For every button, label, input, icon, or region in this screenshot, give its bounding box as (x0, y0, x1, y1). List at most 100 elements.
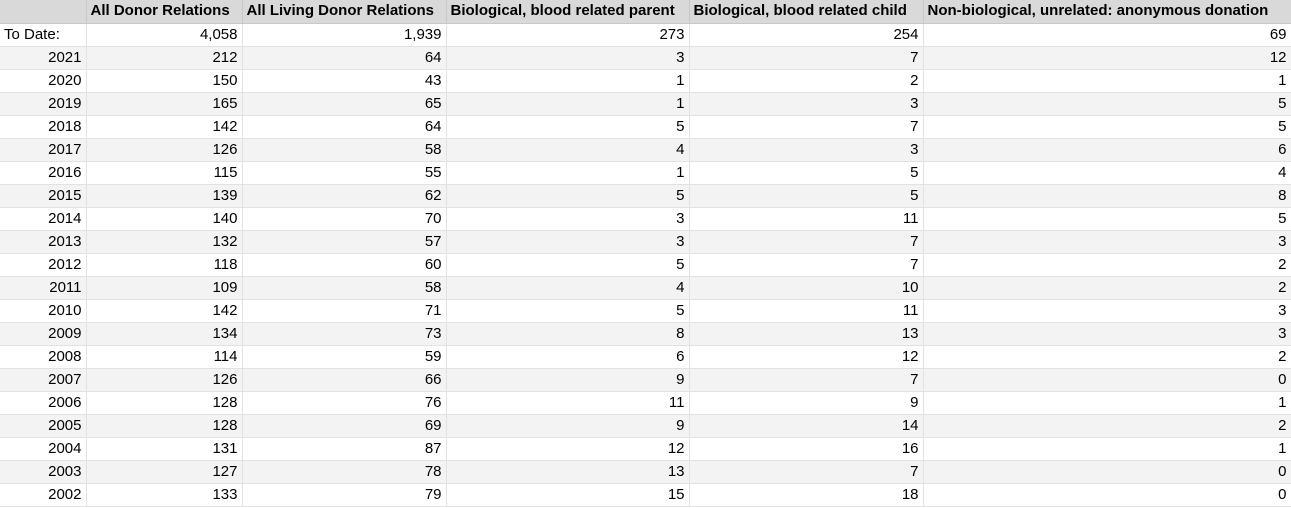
row-label-cell[interactable]: 2013 (0, 230, 87, 254)
value-cell[interactable]: 4 (446, 276, 690, 300)
value-cell[interactable]: 3 (446, 46, 690, 70)
row-label-cell[interactable]: 2004 (0, 437, 87, 461)
value-cell[interactable]: 64 (242, 115, 447, 139)
value-cell[interactable]: 9 (689, 391, 924, 415)
value-cell[interactable]: 6 (923, 138, 1291, 162)
value-cell[interactable]: 58 (242, 138, 447, 162)
value-cell[interactable]: 7 (689, 253, 924, 277)
value-cell[interactable]: 126 (86, 368, 243, 392)
value-cell[interactable]: 76 (242, 391, 447, 415)
value-cell[interactable]: 60 (242, 253, 447, 277)
value-cell[interactable]: 79 (242, 483, 447, 507)
value-cell[interactable]: 3 (689, 138, 924, 162)
row-label-cell[interactable]: 2007 (0, 368, 87, 392)
value-cell[interactable]: 0 (923, 460, 1291, 484)
value-cell[interactable]: 131 (86, 437, 243, 461)
value-cell[interactable]: 43 (242, 69, 447, 93)
value-cell[interactable]: 70 (242, 207, 447, 231)
value-cell[interactable]: 212 (86, 46, 243, 70)
value-cell[interactable]: 5 (923, 92, 1291, 116)
value-cell[interactable]: 139 (86, 184, 243, 208)
value-cell[interactable]: 3 (446, 230, 690, 254)
value-cell[interactable]: 11 (689, 207, 924, 231)
row-label-cell[interactable]: 2002 (0, 483, 87, 507)
value-cell[interactable]: 12 (923, 46, 1291, 70)
value-cell[interactable]: 5 (923, 115, 1291, 139)
value-cell[interactable]: 2 (923, 345, 1291, 369)
value-cell[interactable]: 3 (923, 230, 1291, 254)
value-cell[interactable]: 4 (923, 161, 1291, 185)
column-header-anonymous-donation[interactable]: Non-biological, unrelated: anonymous don… (923, 0, 1291, 24)
value-cell[interactable]: 140 (86, 207, 243, 231)
value-cell[interactable]: 3 (446, 207, 690, 231)
value-cell[interactable]: 11 (689, 299, 924, 323)
value-cell[interactable]: 69 (242, 414, 447, 438)
row-label-cell[interactable]: 2020 (0, 69, 87, 93)
value-cell[interactable]: 1 (923, 391, 1291, 415)
value-cell[interactable]: 1 (923, 69, 1291, 93)
row-label-cell[interactable]: 2009 (0, 322, 87, 346)
value-cell[interactable]: 8 (446, 322, 690, 346)
value-cell[interactable]: 71 (242, 299, 447, 323)
value-cell[interactable]: 114 (86, 345, 243, 369)
row-label-cell[interactable]: 2016 (0, 161, 87, 185)
value-cell[interactable]: 4,058 (86, 23, 243, 47)
row-label-cell[interactable]: 2008 (0, 345, 87, 369)
value-cell[interactable]: 7 (689, 230, 924, 254)
value-cell[interactable]: 64 (242, 46, 447, 70)
value-cell[interactable]: 5 (446, 184, 690, 208)
row-label-cell[interactable]: 2010 (0, 299, 87, 323)
value-cell[interactable]: 78 (242, 460, 447, 484)
value-cell[interactable]: 3 (923, 322, 1291, 346)
row-label-cell[interactable]: 2017 (0, 138, 87, 162)
value-cell[interactable]: 87 (242, 437, 447, 461)
value-cell[interactable]: 254 (689, 23, 924, 47)
row-label-cell[interactable]: 2021 (0, 46, 87, 70)
value-cell[interactable]: 133 (86, 483, 243, 507)
value-cell[interactable]: 7 (689, 115, 924, 139)
value-cell[interactable]: 118 (86, 253, 243, 277)
value-cell[interactable]: 2 (923, 414, 1291, 438)
value-cell[interactable]: 57 (242, 230, 447, 254)
value-cell[interactable]: 1 (923, 437, 1291, 461)
value-cell[interactable]: 15 (446, 483, 690, 507)
value-cell[interactable]: 16 (689, 437, 924, 461)
column-header-all-living-donor-relations[interactable]: All Living Donor Relations (242, 0, 447, 24)
row-label-cell[interactable]: 2011 (0, 276, 87, 300)
value-cell[interactable]: 0 (923, 483, 1291, 507)
value-cell[interactable]: 6 (446, 345, 690, 369)
value-cell[interactable]: 13 (446, 460, 690, 484)
value-cell[interactable]: 132 (86, 230, 243, 254)
row-label-cell[interactable]: 2012 (0, 253, 87, 277)
column-header-biological-child[interactable]: Biological, blood related child (689, 0, 924, 24)
value-cell[interactable]: 55 (242, 161, 447, 185)
value-cell[interactable]: 5 (446, 115, 690, 139)
value-cell[interactable]: 127 (86, 460, 243, 484)
value-cell[interactable]: 115 (86, 161, 243, 185)
value-cell[interactable]: 3 (689, 92, 924, 116)
value-cell[interactable]: 5 (446, 253, 690, 277)
column-header-all-donor-relations[interactable]: All Donor Relations (86, 0, 243, 24)
value-cell[interactable]: 150 (86, 69, 243, 93)
value-cell[interactable]: 73 (242, 322, 447, 346)
value-cell[interactable]: 62 (242, 184, 447, 208)
value-cell[interactable]: 1,939 (242, 23, 447, 47)
value-cell[interactable]: 12 (689, 345, 924, 369)
value-cell[interactable]: 5 (689, 161, 924, 185)
value-cell[interactable]: 7 (689, 46, 924, 70)
value-cell[interactable]: 126 (86, 138, 243, 162)
value-cell[interactable]: 5 (446, 299, 690, 323)
value-cell[interactable]: 18 (689, 483, 924, 507)
row-label-cell[interactable]: 2015 (0, 184, 87, 208)
value-cell[interactable]: 9 (446, 368, 690, 392)
value-cell[interactable]: 1 (446, 92, 690, 116)
row-label-cell[interactable]: To Date: (0, 23, 87, 47)
value-cell[interactable]: 3 (923, 299, 1291, 323)
row-label-cell[interactable]: 2006 (0, 391, 87, 415)
value-cell[interactable]: 65 (242, 92, 447, 116)
value-cell[interactable]: 1 (446, 69, 690, 93)
value-cell[interactable]: 14 (689, 414, 924, 438)
value-cell[interactable]: 10 (689, 276, 924, 300)
value-cell[interactable]: 12 (446, 437, 690, 461)
value-cell[interactable]: 142 (86, 299, 243, 323)
